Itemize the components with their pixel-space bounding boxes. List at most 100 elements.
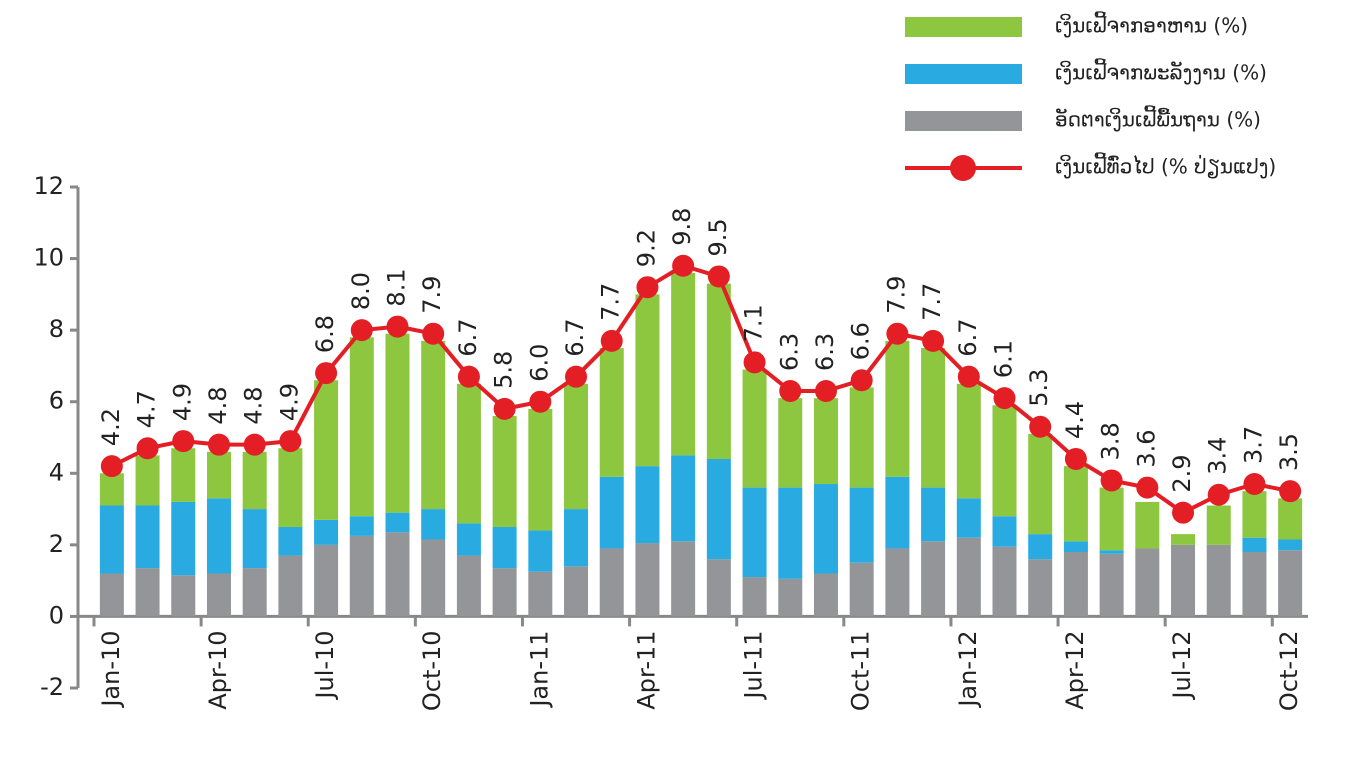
bar-segment (992, 405, 1017, 517)
bar-segment (742, 487, 767, 578)
bar-segment (813, 398, 838, 485)
bar-segment (956, 537, 981, 617)
y-tick-label: 2 (49, 530, 64, 558)
bar-segment (1278, 498, 1303, 540)
bar-segment (492, 526, 517, 569)
line-point (422, 322, 445, 345)
bar-segment (1135, 548, 1160, 617)
line-point (1172, 501, 1195, 524)
line-point (886, 322, 909, 345)
legend-marker (950, 155, 976, 181)
bar-segment (599, 476, 624, 549)
y-tick-label: 0 (49, 601, 64, 629)
bar-segment (456, 383, 481, 524)
bar-segment (99, 473, 124, 506)
bar-segment (992, 516, 1017, 547)
bar-segment (778, 398, 803, 488)
line-point (136, 437, 159, 460)
bar-segment (421, 539, 446, 617)
bar-segment (385, 333, 410, 513)
bar-segment (206, 451, 231, 499)
y-tick-label: 4 (49, 458, 64, 486)
data-label: 9.5 (704, 218, 732, 256)
bar-segment (671, 455, 696, 542)
bar-segment (564, 383, 589, 510)
line-point (600, 329, 623, 352)
bar-segment (849, 487, 874, 563)
line-point (814, 379, 837, 402)
bar-segment (778, 578, 803, 617)
line-point (100, 455, 123, 478)
line-point (672, 254, 695, 277)
bar-segment (1063, 552, 1088, 617)
bar-segment (171, 448, 196, 502)
x-tick-label: Oct-11 (847, 630, 875, 711)
bar-segment (135, 455, 160, 506)
bar-segment (599, 348, 624, 477)
line-point (279, 430, 302, 453)
y-tick-label: 12 (33, 172, 64, 200)
bar-segment (492, 568, 517, 617)
bar-segment (456, 555, 481, 617)
legend-label: ເງິນເຟີ້ຈາກອາຫານ (%) (1055, 11, 1248, 38)
legend-label: ເງິນເຟີ້ຈາກພະລັງງານ (%) (1055, 58, 1267, 85)
line-point (457, 365, 480, 388)
bar-segment (1063, 466, 1088, 542)
x-tick-label: Jan-12 (954, 630, 982, 708)
data-label: 6.1 (990, 340, 1018, 378)
data-label: 3.6 (1132, 429, 1160, 467)
x-tick-label: Jan-11 (525, 630, 553, 708)
bar-segment (528, 571, 553, 617)
bar-segment (492, 416, 517, 527)
bar-segment (1028, 433, 1053, 535)
data-label: 6.8 (311, 315, 339, 353)
bar-segment (1099, 550, 1124, 554)
bar-segment (1242, 491, 1267, 538)
bar-segment (1099, 553, 1124, 617)
legend-label: ອັດຕາເງິນເຟີ້ພື້ນຖານ (%) (1055, 105, 1261, 132)
bar-segment (813, 573, 838, 617)
bar-segment (1171, 534, 1196, 545)
data-label: 5.3 (1025, 369, 1053, 407)
bar-segment (813, 484, 838, 574)
bar-segment (421, 340, 446, 510)
bar-segment (992, 546, 1017, 617)
data-label: 6.7 (561, 318, 589, 356)
bar-segment (385, 532, 410, 617)
data-label: 4.4 (1061, 401, 1089, 439)
bar-segment (421, 509, 446, 540)
bar-segment (528, 530, 553, 572)
line-point (1207, 483, 1230, 506)
bar-segment (314, 544, 339, 617)
line-point (1029, 415, 1052, 438)
bar-segment (385, 512, 410, 533)
data-label: 4.8 (204, 386, 232, 424)
bar-segment (206, 498, 231, 574)
y-tick-label: -2 (40, 673, 64, 701)
data-label: 2.9 (1168, 454, 1196, 492)
bar-segment (564, 509, 589, 567)
line-point (1100, 469, 1123, 492)
bar-segment (456, 523, 481, 556)
data-label: 7.7 (918, 283, 946, 321)
bar-segment (885, 548, 910, 617)
bar-segment (956, 383, 981, 499)
x-tick-label: Jan-10 (97, 630, 125, 708)
bar-segment (1063, 541, 1088, 553)
line-point (707, 265, 730, 288)
bar-segment (1028, 534, 1053, 560)
line-point (493, 397, 516, 420)
data-label: 8.0 (347, 272, 375, 310)
x-tick-label: Apr-11 (632, 630, 660, 709)
x-tick-label: Apr-10 (204, 630, 232, 709)
line-point (243, 433, 266, 456)
line-point (957, 365, 980, 388)
bar-segment (171, 575, 196, 617)
line-point (1064, 447, 1087, 470)
bar-segment (1028, 559, 1053, 617)
legend-swatch (905, 111, 1022, 131)
bar-segment (599, 548, 624, 617)
line-point (529, 390, 552, 413)
data-label: 6.3 (811, 333, 839, 371)
bar-segment (349, 516, 374, 536)
